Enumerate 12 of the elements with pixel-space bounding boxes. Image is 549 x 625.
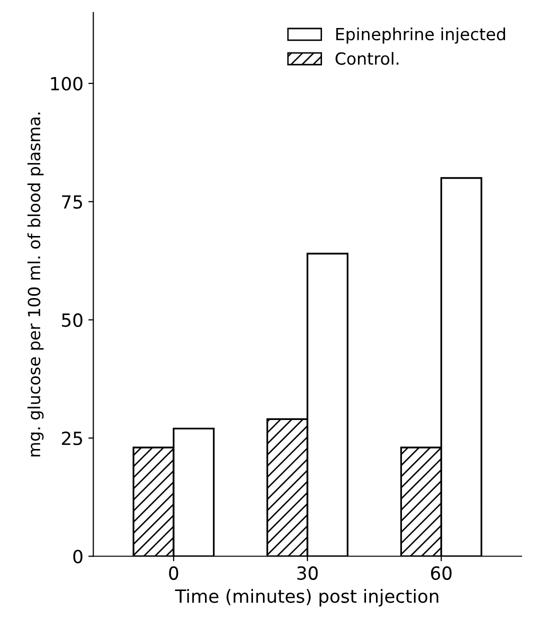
x-tick-label: 0 <box>169 566 178 580</box>
y-tick-label: 50 <box>62 313 82 327</box>
legend-label: Control. <box>336 52 398 65</box>
y-tick-label: 75 <box>62 195 82 209</box>
y-axis-title: mg. glucose per 100 ml. of blood plasma. <box>27 112 44 456</box>
y-tick-label: 100 <box>51 76 82 91</box>
x-axis-title: Time (minutes) post injection <box>175 589 438 606</box>
x-tick-label: 30 <box>297 566 318 580</box>
legend-label: Epinephrine injected <box>336 28 506 44</box>
y-tick-label: 25 <box>62 432 82 446</box>
x-tick-label: 60 <box>431 566 452 580</box>
y-tick-label: 0 <box>73 550 82 564</box>
